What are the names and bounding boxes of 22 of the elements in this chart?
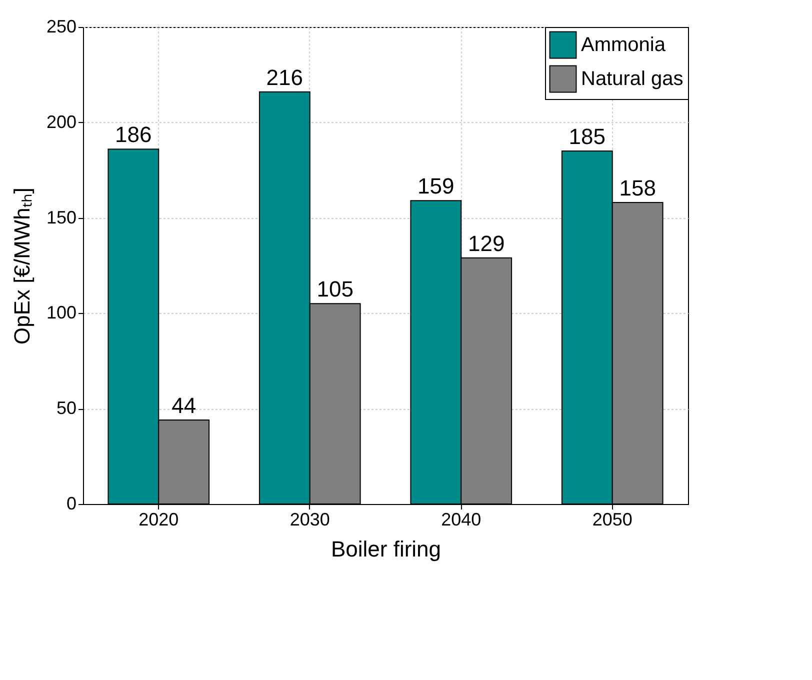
data-label: 158 [619, 176, 656, 201]
legend-label: Ammonia [581, 34, 666, 56]
data-label: 216 [266, 64, 304, 90]
y-tick-label: 200 [46, 112, 76, 132]
data-label: 44 [172, 393, 196, 418]
data-label: 159 [418, 174, 454, 199]
x-tick-label: 2050 [592, 510, 632, 530]
y-tick-label: 150 [46, 207, 76, 228]
data-label: 186 [115, 122, 152, 148]
y-axis-title: OpEx [€/MWhₜₕ] [9, 187, 34, 345]
x-tick-label: 2020 [138, 510, 179, 530]
y-tick-label: 250 [46, 16, 76, 36]
y-tick-label: 0 [66, 494, 76, 514]
x-tick-label: 2040 [441, 510, 482, 530]
y-tick-label: 50 [56, 398, 76, 418]
x-axis-title: Boiler firing [330, 536, 442, 562]
y-tick-label: 100 [46, 302, 76, 323]
data-label: 185 [568, 124, 606, 150]
data-label: 129 [468, 230, 505, 256]
data-label: 105 [316, 276, 354, 302]
x-tick-label: 2030 [290, 510, 330, 530]
legend-label: Natural gas [581, 68, 684, 90]
